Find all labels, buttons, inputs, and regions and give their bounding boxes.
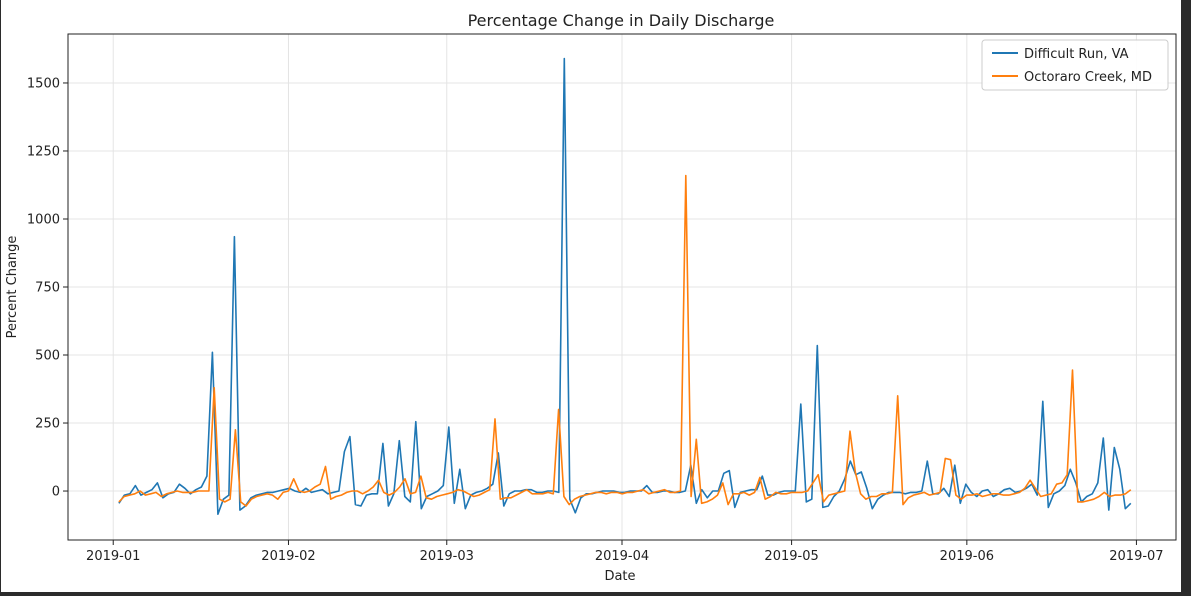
x-axis-ticks: 2019-01 2019-02 2019-03 2019-04 2019-05 2019-…: [86, 540, 1164, 564]
x-tick-label: 2019-02: [261, 549, 315, 564]
x-tick-label: 2019-05: [764, 549, 818, 564]
x-tick-label: 2019-03: [420, 549, 474, 564]
y-tick-label: 250: [35, 417, 60, 432]
legend-label-octoraro-creek: Octoraro Creek, MD: [1024, 70, 1152, 85]
chart-title: Percentage Change in Daily Discharge: [468, 11, 775, 30]
legend-box: [981, 39, 1169, 91]
x-tick-label: 2019-01: [86, 549, 140, 564]
series-line-difficult-run: [118, 57, 1132, 516]
y-axis-ticks: 0 250 500 750 1000 1250 1500: [27, 76, 68, 500]
series-line-octoraro-creek: [118, 174, 1132, 507]
gridlines: [68, 34, 1176, 540]
y-tick-label: 0: [52, 485, 60, 500]
series-lines: [118, 57, 1132, 516]
y-tick-label: 1250: [27, 144, 60, 159]
y-tick-label: 750: [35, 281, 60, 296]
x-tick-label: 2019-04: [595, 549, 649, 564]
y-tick-label: 500: [35, 349, 60, 364]
y-tick-label: 1500: [27, 76, 60, 91]
x-tick-label: 2019-06: [940, 549, 994, 564]
legend-label-difficult-run: Difficult Run, VA: [1024, 47, 1129, 62]
x-axis-label: Date: [604, 569, 635, 584]
x-tick-label: 2019-07: [1109, 549, 1163, 564]
y-axis-label: Percent Change: [5, 236, 20, 339]
y-tick-label: 1000: [27, 212, 60, 227]
legend: Difficult Run, VA Octoraro Creek, MD: [981, 39, 1169, 91]
